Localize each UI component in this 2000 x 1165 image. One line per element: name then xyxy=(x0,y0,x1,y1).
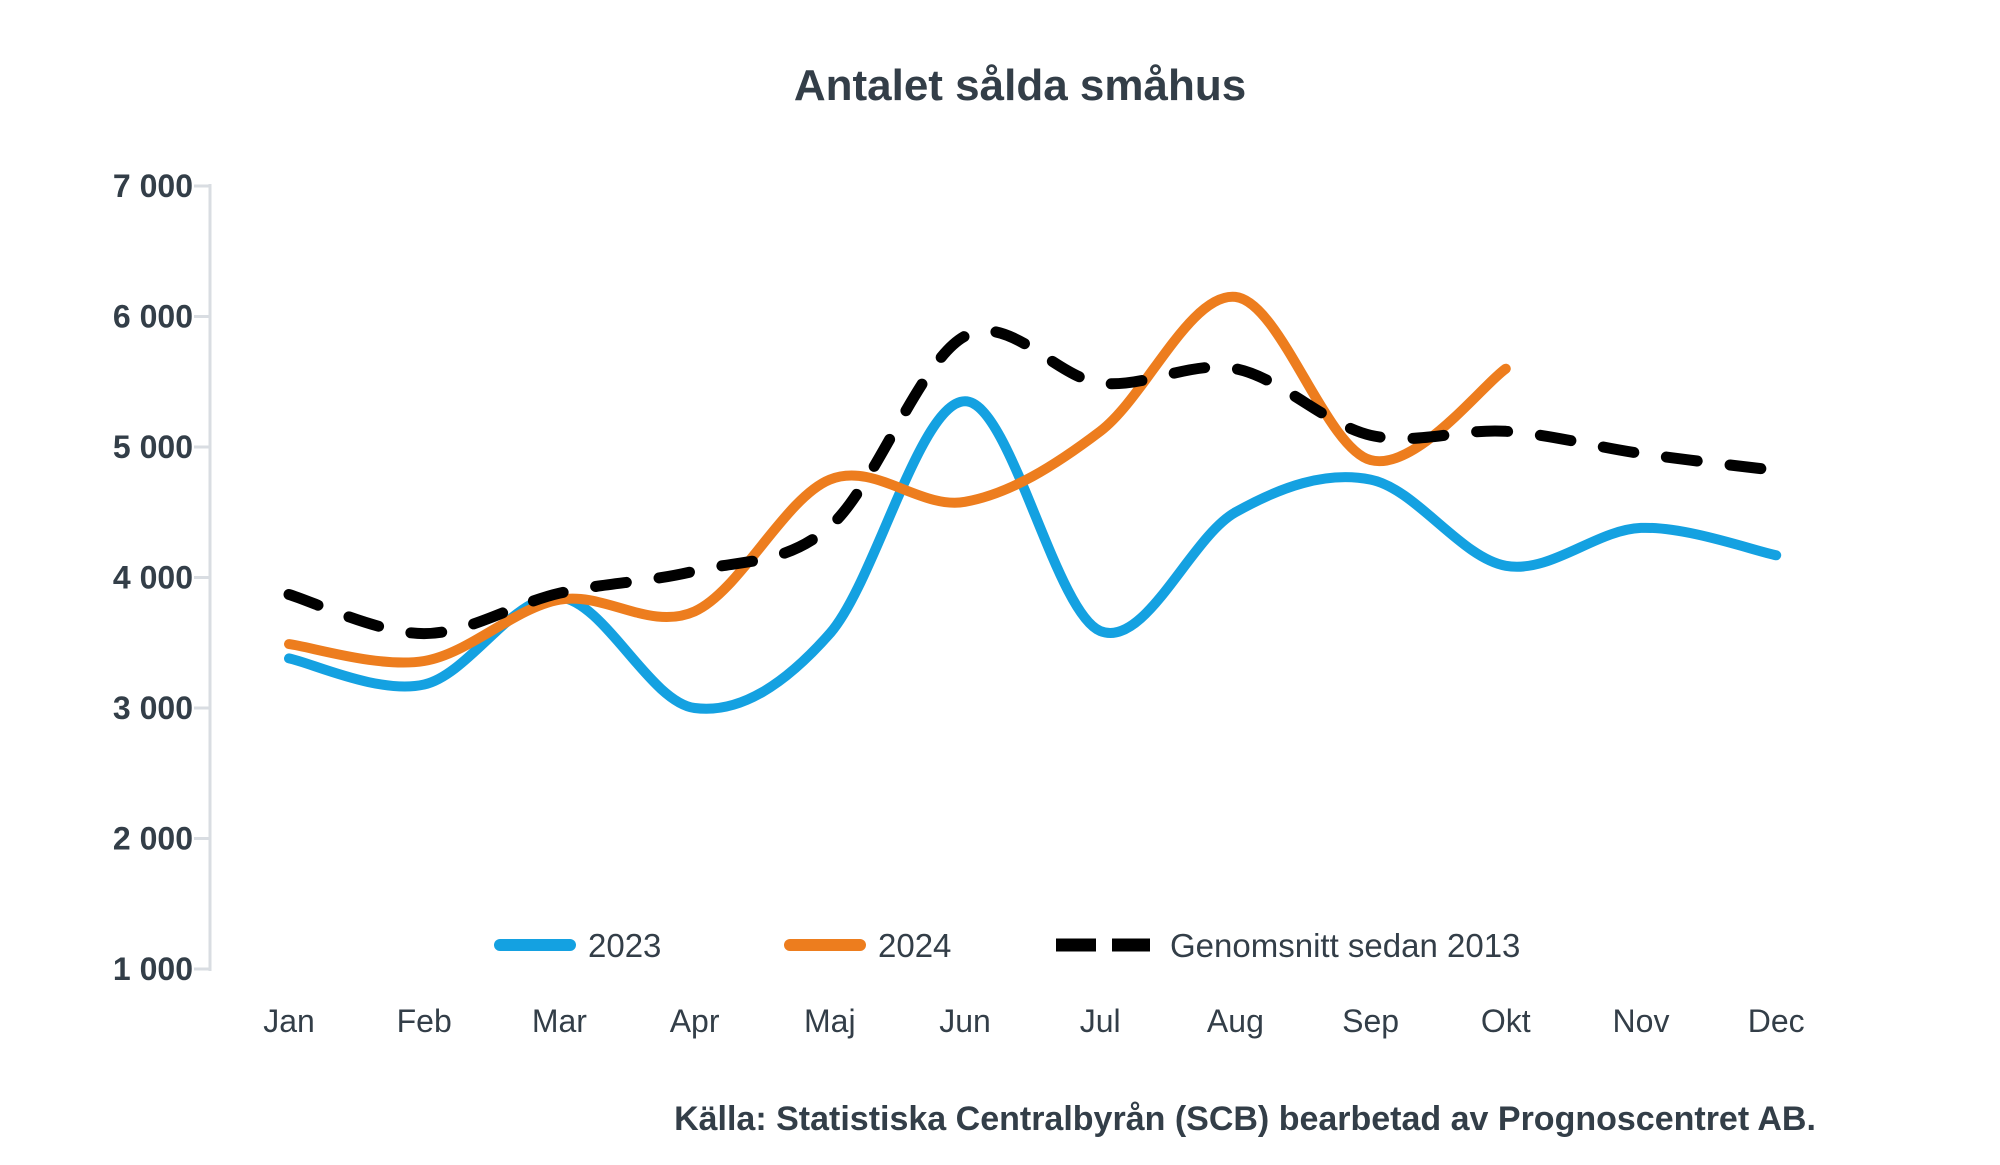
legend-item-2023: 2023 xyxy=(494,927,661,964)
chart-title: Antalet sålda småhus xyxy=(794,61,1246,110)
legend-label-2024: 2024 xyxy=(878,927,951,964)
x-axis-label: Nov xyxy=(1613,1003,1670,1039)
x-axis-label: Okt xyxy=(1481,1003,1531,1039)
legend-item-average: Genomsnitt sedan 2013 xyxy=(1056,927,1520,964)
y-axis-label: 7 000 xyxy=(113,168,193,204)
y-axis-label: 3 000 xyxy=(113,690,193,726)
plot-area: 7 000 6 000 5 000 4 000 3 000 2 000 1 000 Jan Fe… xyxy=(113,168,1805,1039)
legend-label-average: Genomsnitt sedan 2013 xyxy=(1170,927,1520,964)
legend-label-2023: 2023 xyxy=(588,927,661,964)
legend-item-2024: 2024 xyxy=(784,927,951,964)
x-axis-label: Feb xyxy=(397,1003,452,1039)
x-axis-label: Aug xyxy=(1207,1003,1264,1039)
series-line-2023 xyxy=(284,396,1782,714)
y-axis-label: 6 000 xyxy=(113,299,193,335)
x-axis-label: Dec xyxy=(1748,1003,1805,1039)
legend: 2023 2024 Genomsnitt sedan 2013 xyxy=(494,927,1520,964)
y-axis-label: 5 000 xyxy=(113,429,193,465)
y-axis-label: 2 000 xyxy=(113,821,193,857)
x-axis-label: Jul xyxy=(1080,1003,1121,1039)
source-caption: Källa: Statistiska Centralbyrån (SCB) be… xyxy=(674,1100,1816,1138)
x-axis-label: Sep xyxy=(1342,1003,1399,1039)
x-axis-label: Maj xyxy=(804,1003,856,1039)
y-axis-label: 4 000 xyxy=(113,560,193,596)
x-axis-label: Jun xyxy=(939,1003,991,1039)
y-axis-label: 1 000 xyxy=(113,951,193,987)
series-line-2024 xyxy=(284,291,1511,668)
x-axis-label: Mar xyxy=(532,1003,587,1039)
x-axis-label: Apr xyxy=(670,1003,720,1039)
x-axis-label: Jan xyxy=(263,1003,315,1039)
series-line-genomsnitt-sedan-2013 xyxy=(283,325,1782,640)
